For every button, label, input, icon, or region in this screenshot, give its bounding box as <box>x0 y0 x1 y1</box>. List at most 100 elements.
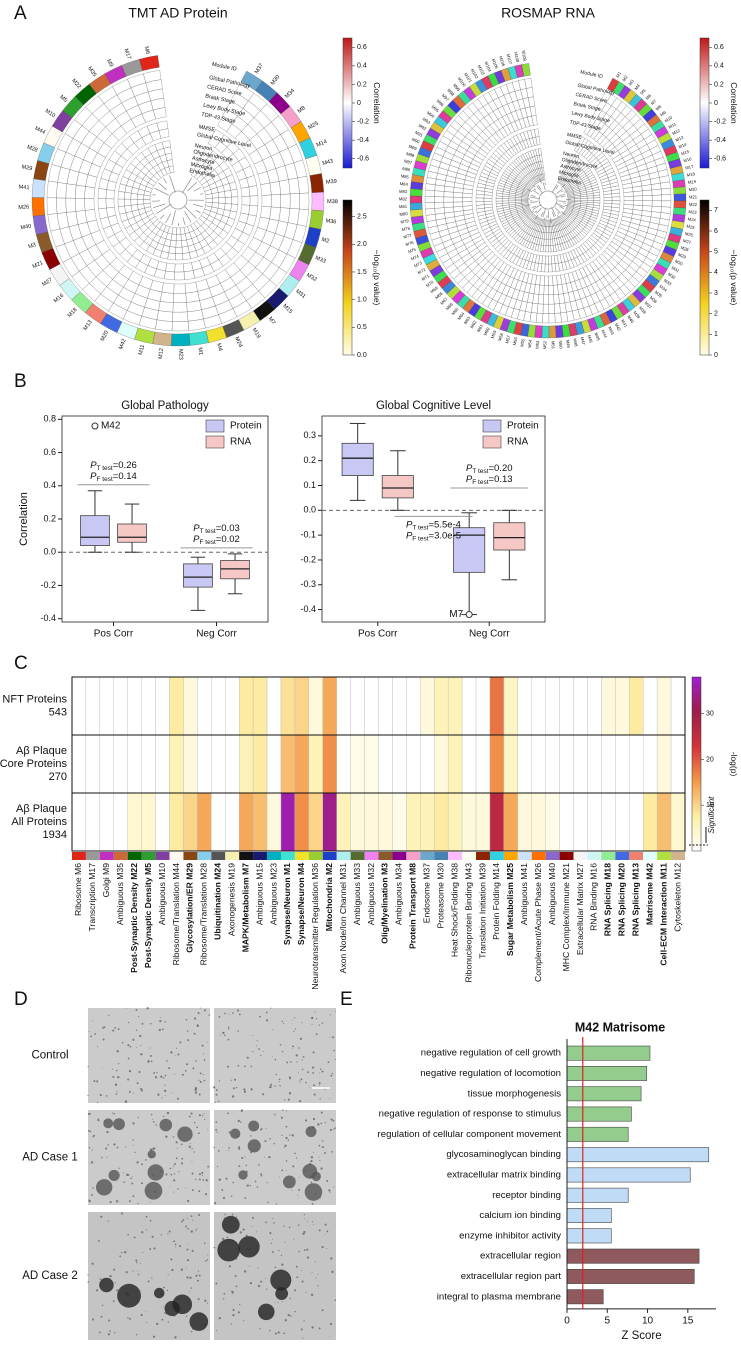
column-label: Synapse/Neuron M1 <box>282 863 292 945</box>
heatmap-cell <box>130 199 138 206</box>
heatmap-cell <box>495 198 503 202</box>
x-tick-label: 10 <box>642 1316 654 1327</box>
micrograph-speck <box>194 1087 198 1090</box>
heatmap-cell <box>554 303 561 314</box>
micrograph-speck <box>181 1157 184 1160</box>
micrograph-speck <box>174 1336 177 1339</box>
micrograph-speck <box>170 1173 173 1176</box>
micrograph-speck <box>161 1318 164 1321</box>
micrograph-speck <box>193 1032 196 1035</box>
micrograph-speck <box>270 1007 272 1009</box>
heatmap-cell <box>551 263 557 273</box>
dendrogram-branch <box>183 205 197 219</box>
plaque <box>230 1128 241 1139</box>
micrograph-speck <box>299 1080 301 1082</box>
micrograph-speck <box>295 1054 298 1057</box>
module-color <box>225 852 240 860</box>
heatmap-cell <box>85 676 101 736</box>
micrograph-speck <box>133 1092 135 1094</box>
plaque <box>113 1118 125 1131</box>
heatmap-cell <box>642 189 653 196</box>
heatmap-cell <box>322 792 337 852</box>
dendrogram-branch <box>555 202 565 208</box>
micrograph-speck <box>176 1147 178 1149</box>
heatmap-cell <box>350 734 365 794</box>
micrograph-speck <box>195 1274 198 1277</box>
micrograph-speck <box>216 1131 218 1133</box>
micrograph-speck <box>277 1302 279 1304</box>
track-label: Endothelia <box>189 168 217 179</box>
module-segment <box>541 325 550 339</box>
module-segment <box>152 331 172 346</box>
micrograph-speck <box>207 1254 209 1256</box>
module-label: M66 <box>445 301 455 311</box>
micrograph-speck <box>152 1335 156 1338</box>
micrograph-speck <box>278 1081 280 1083</box>
module-segment <box>134 327 155 344</box>
dendrogram-branch <box>534 214 539 220</box>
micrograph-speck <box>315 1018 318 1020</box>
micrograph-speck <box>302 1232 305 1235</box>
module-segment <box>534 325 543 338</box>
module-label: M70 <box>425 279 435 288</box>
module-segment <box>33 160 50 181</box>
heatmap-cell <box>225 734 240 794</box>
column-label: Mitochondria M2 <box>324 863 334 931</box>
heatmap-cell <box>424 196 435 203</box>
micrograph-speck <box>250 1135 252 1137</box>
micrograph-speck <box>293 1030 295 1032</box>
micrograph-speck <box>187 1228 189 1230</box>
heatmap-cell <box>71 734 87 794</box>
module-segment <box>305 155 322 176</box>
micrograph-speck <box>252 1050 254 1053</box>
micrograph-speck <box>272 1029 274 1030</box>
dendrogram-branch <box>532 189 540 195</box>
module-label: M57 <box>504 334 511 344</box>
column-label: RNA Splicing M13 <box>631 863 641 936</box>
heatmap-cell <box>517 792 532 852</box>
micrograph-speck <box>185 1018 188 1021</box>
module-label: M107 <box>506 53 514 65</box>
heatmap-cell <box>165 262 176 273</box>
micrograph-speck <box>232 1087 235 1090</box>
micrograph-speck <box>127 1233 129 1236</box>
heatmap-cell <box>633 200 643 206</box>
micrograph-speck <box>238 1147 241 1150</box>
heatmap-cell <box>238 676 254 736</box>
micrograph-speck <box>131 1175 133 1177</box>
micrograph-speck <box>132 1038 135 1041</box>
module-label: M49 <box>565 339 571 348</box>
micrograph-speck <box>160 1234 162 1236</box>
heatmap-cell <box>97 198 107 210</box>
heatmap-cell <box>280 734 296 794</box>
micrograph-speck <box>231 1213 234 1216</box>
heatmap-cell <box>545 792 560 852</box>
dendrogram-branch <box>158 182 167 191</box>
heatmap-cell <box>378 792 393 852</box>
module-color <box>183 852 198 860</box>
heatmap-cell <box>336 734 351 794</box>
micrograph-speck <box>268 1329 271 1332</box>
module-color <box>420 852 435 860</box>
micrograph-speck <box>164 1089 167 1092</box>
plaque <box>103 1118 114 1129</box>
micrograph-speck <box>329 1036 331 1038</box>
micrograph-speck <box>248 1265 250 1267</box>
colorbar-tick-label: 6 <box>714 228 718 235</box>
heatmap-cell <box>517 676 532 736</box>
column-label: Ambiguous M41 <box>519 863 529 925</box>
micrograph-speck <box>138 1070 141 1074</box>
colorbar-tick-label: 0.5 <box>357 324 367 331</box>
module-label: M93 <box>422 116 432 125</box>
micrograph-speck <box>274 1058 277 1061</box>
micrograph-speck <box>190 1230 193 1233</box>
heatmap-cell <box>515 200 522 203</box>
chart-title: TMT AD Protein <box>128 5 227 21</box>
micrograph-speck <box>244 1156 246 1158</box>
heatmap-cell <box>294 676 310 736</box>
micrograph-speck <box>281 1301 284 1303</box>
module-color <box>434 852 449 860</box>
micrograph-speck <box>312 1223 314 1225</box>
row-label: NFT Proteins <box>2 693 67 705</box>
micrograph-speck <box>299 1082 301 1084</box>
